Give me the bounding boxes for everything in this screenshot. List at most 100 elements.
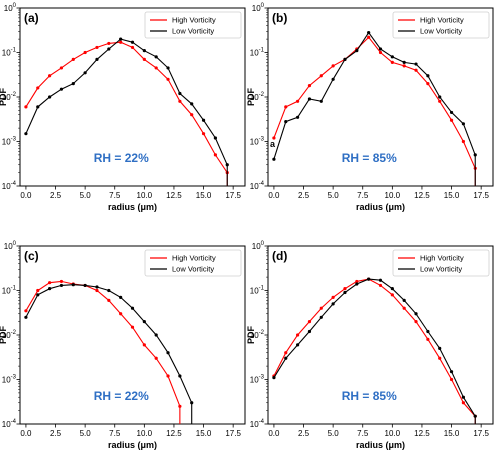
- y-tick-label: 100: [4, 241, 17, 251]
- data-point: [331, 295, 335, 299]
- data-point: [367, 277, 371, 281]
- data-point: [438, 99, 442, 103]
- data-point: [48, 95, 52, 99]
- panel-b: 10-4 10-3 10-2 10-1 100 0.0 2.5 5.0 7.5 10.0 12.5 1…: [246, 3, 494, 212]
- data-point: [284, 105, 288, 109]
- data-point: [83, 50, 87, 55]
- panel-c: 10-4 10-3 10-2 10-1 100 0.0 2.5 5.0 7.5 10.0 12.5 1…: [0, 241, 246, 450]
- panel-label: (c): [24, 249, 39, 263]
- data-point: [355, 49, 359, 53]
- data-point: [142, 343, 146, 347]
- data-point: [378, 50, 383, 55]
- x-tick-label: 2.5: [298, 191, 310, 200]
- legend-entry: Low Vorticity: [172, 27, 214, 36]
- x-tick-label: 7.5: [357, 429, 369, 438]
- data-point: [473, 153, 477, 157]
- series-line-low-vorticity: [273, 278, 476, 417]
- series-line-high-vorticity: [273, 278, 476, 417]
- legend-entry: High Vorticity: [420, 16, 464, 25]
- data-point: [426, 337, 430, 341]
- panel-label: (d): [272, 249, 287, 263]
- data-point: [307, 97, 312, 101]
- data-point: [59, 279, 64, 284]
- data-point: [331, 64, 335, 68]
- y-tick-label: 10-3: [2, 375, 17, 385]
- legend-box: [144, 249, 242, 277]
- data-point: [154, 356, 158, 360]
- data-point: [142, 320, 146, 324]
- y-tick-label: 10-4: [250, 181, 265, 191]
- data-point: [438, 356, 442, 360]
- legend-box: [392, 11, 490, 39]
- legend-entry: Low Vorticity: [172, 265, 214, 274]
- data-point: [378, 278, 383, 282]
- x-tick-label: 2.5: [50, 191, 62, 200]
- data-point: [71, 82, 75, 86]
- data-point: [154, 55, 158, 59]
- data-point: [59, 66, 64, 70]
- data-point: [95, 288, 99, 293]
- data-point: [355, 282, 359, 286]
- data-point: [59, 87, 64, 91]
- data-point: [48, 281, 52, 285]
- rh-annotation: RH = 85%: [342, 151, 397, 165]
- data-point: [449, 110, 454, 115]
- legend: High Vorticity Low Vorticity: [392, 249, 490, 277]
- panel-label: (a): [24, 11, 39, 25]
- x-tick-label: 12.5: [414, 191, 430, 200]
- data-point: [107, 288, 111, 293]
- data-point: [119, 37, 123, 41]
- x-axis-label: radius (μm): [108, 202, 157, 212]
- legend-entry: Low Vorticity: [420, 27, 462, 36]
- y-tick-label: 100: [4, 3, 17, 13]
- data-point: [48, 74, 52, 78]
- data-point: [449, 118, 454, 122]
- data-point: [461, 122, 465, 126]
- legend-entry: High Vorticity: [172, 254, 216, 263]
- data-point: [414, 68, 418, 72]
- panel-a: 10-4 10-3 10-2 10-1 100 0.0 2.5 5.0 7.5 10.0 12.5 1…: [0, 3, 246, 212]
- data-point: [201, 132, 206, 136]
- data-point: [296, 115, 300, 119]
- data-point: [331, 77, 335, 81]
- data-point: [461, 395, 465, 399]
- data-point: [461, 139, 465, 144]
- data-point: [378, 47, 383, 51]
- series-line-low-vorticity: [273, 31, 476, 160]
- data-point: [130, 306, 135, 310]
- data-point: [130, 45, 135, 50]
- data-point: [390, 287, 394, 291]
- x-axis-label: radius (μm): [356, 202, 405, 212]
- data-point: [119, 295, 123, 299]
- data-point: [107, 47, 111, 51]
- data-point: [130, 40, 135, 44]
- x-tick-label: 12.5: [166, 429, 182, 438]
- x-tick-label: 12.5: [166, 191, 182, 200]
- data-point: [107, 41, 111, 46]
- y-tick-label: 10-4: [2, 419, 17, 429]
- data-point: [307, 329, 312, 334]
- data-point: [307, 84, 312, 88]
- y-tick-label: 10-3: [2, 137, 17, 147]
- x-tick-label: 0.0: [268, 191, 280, 200]
- data-point: [166, 66, 170, 70]
- data-point: [390, 60, 394, 64]
- data-point: [284, 356, 288, 360]
- data-point: [319, 315, 323, 319]
- data-point: [178, 99, 182, 103]
- data-point: [319, 306, 323, 310]
- data-point: [36, 105, 40, 109]
- data-point: [438, 95, 442, 99]
- data-point: [142, 49, 146, 53]
- data-point: [414, 62, 418, 66]
- data-point: [83, 71, 87, 75]
- data-point: [414, 312, 418, 316]
- data-point: [367, 35, 371, 39]
- data-point: [95, 285, 99, 289]
- data-point: [426, 329, 430, 334]
- data-point: [24, 315, 28, 319]
- data-point: [296, 99, 300, 103]
- data-point: [378, 283, 383, 288]
- series-line-low-vorticity: [25, 284, 193, 404]
